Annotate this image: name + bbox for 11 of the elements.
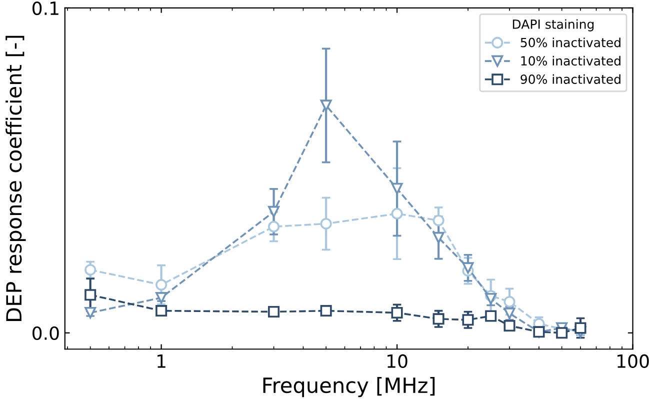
legend-label: 90% inactivated <box>520 74 620 84</box>
x-tick-label: 1 <box>158 354 166 368</box>
y-tick-label: 0.1 <box>32 1 58 16</box>
legend-label: 10% inactivated <box>521 56 620 66</box>
x-axis-title: Frequency [MHz] <box>263 377 435 398</box>
legend-label: 50% inactivated <box>520 38 620 48</box>
x-tick-label: 100 <box>618 354 649 368</box>
x-tick-label: 10 <box>388 354 408 368</box>
y-tick-label: 0.0 <box>32 326 59 340</box>
y-axis-title: DEP response coefficient [-] <box>6 36 26 321</box>
legend-title: DAPI staining <box>512 19 594 32</box>
